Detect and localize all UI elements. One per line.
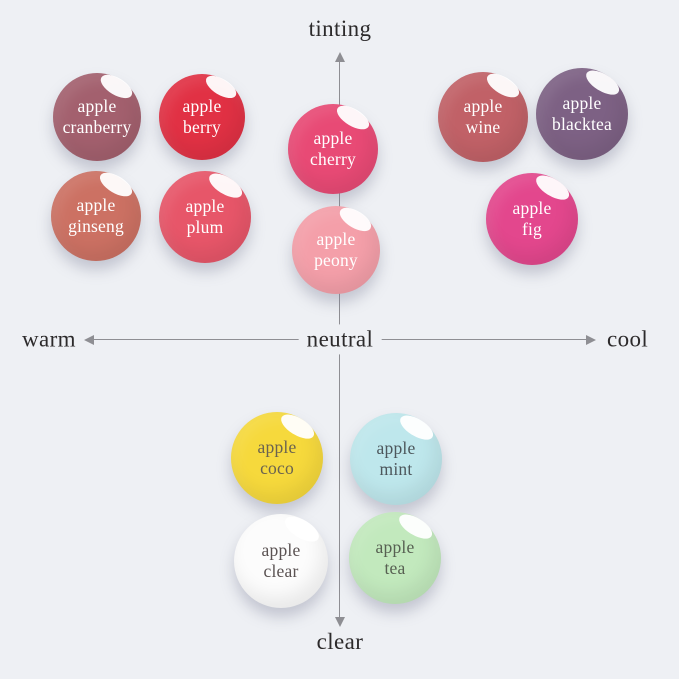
shade-label-line: fig (521, 219, 543, 239)
shade-label: apple ginseng (68, 195, 124, 236)
shade-label: apple coco (258, 437, 297, 478)
shade-label-line: cranberry (62, 117, 132, 137)
shade-label-line: apple (313, 128, 353, 149)
shade-circle-apple-clear: apple clear (234, 511, 328, 608)
axis-label-tinting: tinting (308, 16, 372, 41)
shade-label-line: berry (183, 117, 221, 137)
shade-circle-apple-cherry: apple cherry (288, 101, 378, 194)
shade-circle-apple-coco: apple coco (231, 409, 323, 504)
shade-label: apple clear (262, 540, 301, 581)
shade-label-line: apple (257, 437, 297, 458)
shade-label: apple peony (314, 229, 358, 270)
shade-label: apple wine (464, 96, 503, 137)
shade-label-line: apple (562, 93, 602, 114)
shade-circle-apple-ginseng: apple ginseng (51, 168, 141, 261)
axis-label-cool: cool (607, 326, 649, 352)
shade-label: apple blacktea (552, 93, 612, 134)
arrow-up-icon (335, 52, 345, 62)
shade-label-line: apple (375, 537, 415, 558)
shade-label-line: tea (384, 558, 406, 578)
axis-label-warm: warm (22, 326, 76, 352)
shade-label-line: clear (263, 561, 299, 581)
shade-label-line: apple (463, 96, 503, 117)
shade-label-line: apple (376, 438, 416, 459)
shade-circle-apple-plum: apple plum (159, 168, 251, 263)
shade-label: apple berry (183, 96, 222, 137)
shade-label: apple cranberry (63, 96, 132, 137)
shade-label-line: apple (182, 96, 222, 117)
shade-label-line: plum (186, 217, 224, 237)
shade-label-line: peony (314, 250, 358, 270)
shade-circle-apple-fig: apple fig (486, 170, 578, 265)
axis-label-neutral: neutral (298, 324, 382, 355)
arrow-down-icon (335, 617, 345, 627)
axis-label-clear: clear (316, 629, 364, 654)
shade-label-line: apple (76, 195, 116, 216)
shade-label: apple mint (377, 438, 416, 479)
arrow-right-icon (586, 335, 596, 345)
shade-label-line: wine (465, 117, 501, 137)
shade-label-line: cherry (310, 149, 356, 169)
shade-label-line: ginseng (68, 216, 124, 236)
shade-label-line: apple (512, 198, 552, 219)
shade-label-line: apple (261, 540, 301, 561)
shade-label-line: apple (185, 196, 225, 217)
shade-label: apple plum (186, 196, 225, 237)
shade-circle-apple-berry: apple berry (159, 71, 245, 160)
shade-circle-apple-wine: apple wine (438, 69, 528, 162)
shade-circle-apple-blacktea: apple blacktea (536, 65, 628, 160)
shade-label-line: apple (77, 96, 117, 117)
shade-circle-apple-cranberry: apple cranberry (53, 70, 141, 161)
shade-circle-apple-peony: apple peony (292, 203, 380, 294)
shade-label: apple tea (376, 537, 415, 578)
shade-label: apple fig (513, 198, 552, 239)
shade-circle-apple-tea: apple tea (349, 509, 441, 604)
shade-label-line: mint (379, 459, 413, 479)
shade-label-line: apple (316, 229, 356, 250)
shade-label: apple cherry (310, 128, 356, 169)
shade-circle-apple-mint: apple mint (350, 410, 442, 505)
arrow-left-icon (84, 335, 94, 345)
shade-label-line: blacktea (552, 114, 612, 134)
shade-label-line: coco (260, 458, 294, 478)
